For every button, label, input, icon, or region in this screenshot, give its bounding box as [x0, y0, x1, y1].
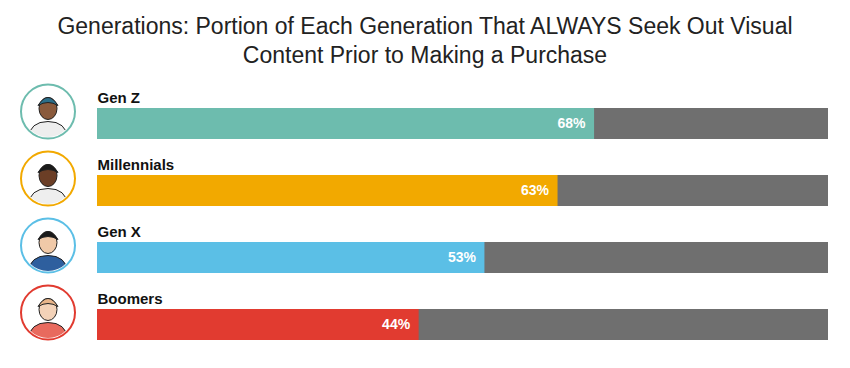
svg-text:63%: 63% — [521, 182, 550, 198]
svg-text:Gen X: Gen X — [98, 223, 141, 240]
svg-text:44%: 44% — [382, 316, 411, 332]
svg-text:68%: 68% — [558, 115, 587, 131]
svg-text:Millennials: Millennials — [98, 156, 175, 173]
svg-text:53%: 53% — [448, 249, 477, 265]
html-text:Generations: Portion of Each G: Generations: Portion of Each Generation … — [57, 13, 793, 68]
svg-text:Boomers: Boomers — [98, 290, 163, 307]
svg-text:Gen Z: Gen Z — [98, 89, 141, 106]
